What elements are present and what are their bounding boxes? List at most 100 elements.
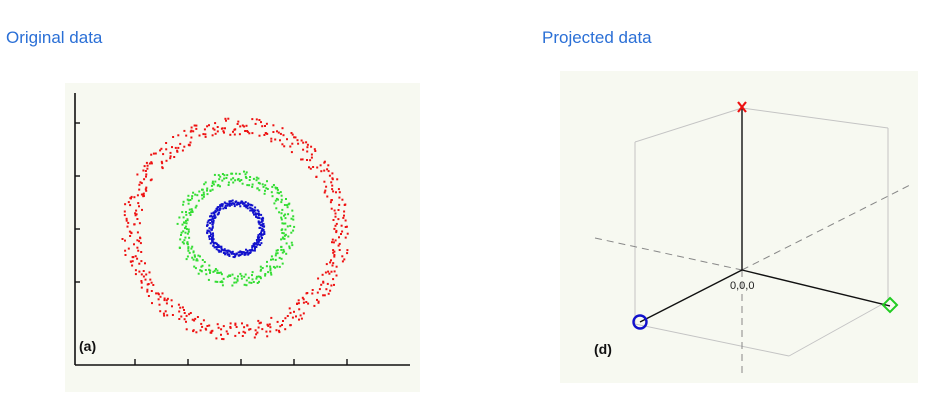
scatter-point	[188, 212, 191, 214]
scatter-point	[286, 206, 289, 209]
scatter-point	[272, 131, 275, 133]
scatter-point	[248, 281, 251, 284]
scatter-point	[338, 191, 341, 194]
scatter-point	[279, 132, 282, 135]
scatter-point	[255, 239, 258, 241]
scatter-point	[335, 231, 338, 234]
scatter-point	[220, 328, 223, 331]
scatter-point	[193, 124, 196, 127]
scatter-point	[258, 322, 261, 325]
scatter-point	[256, 282, 259, 284]
scatter-point	[253, 242, 256, 245]
scatter-point	[281, 143, 284, 146]
scatter-point	[280, 238, 283, 241]
scatter-point	[155, 292, 158, 295]
scatter-point	[228, 203, 231, 206]
scatter-point	[180, 315, 183, 318]
scatter-point	[323, 191, 326, 194]
scatter-point	[331, 241, 333, 244]
scatter-point	[131, 256, 134, 259]
scatter-point	[241, 182, 244, 185]
scatter-point	[248, 179, 251, 181]
scatter-point	[241, 322, 243, 325]
scatter-point	[215, 248, 218, 251]
scatter-point	[259, 224, 262, 227]
scatter-point	[286, 138, 288, 141]
scatter-point	[182, 203, 185, 206]
scatter-point	[195, 124, 198, 127]
scatter-point	[217, 206, 220, 208]
scatter-point	[207, 219, 210, 222]
scatter-point	[237, 178, 240, 180]
scatter-point	[243, 253, 246, 256]
scatter-point	[232, 177, 235, 180]
scatter-point	[258, 134, 261, 137]
scatter-point	[139, 236, 141, 239]
scatter-point	[263, 134, 266, 136]
scatter-point	[317, 300, 320, 303]
scatter-point	[138, 240, 141, 243]
scatter-point	[198, 190, 201, 193]
scatter-point	[259, 275, 262, 278]
scatter-point	[276, 249, 279, 252]
scatter-point	[275, 249, 278, 252]
scatter-point	[261, 328, 264, 331]
scatter-point	[267, 271, 270, 274]
scatter-point	[326, 168, 329, 171]
scatter-point	[272, 265, 275, 268]
scatter-point	[269, 330, 272, 333]
scatter-point	[278, 331, 281, 334]
scatter-point	[210, 331, 213, 334]
scatter-point	[191, 197, 193, 200]
scatter-point	[176, 149, 179, 152]
scatter-point	[212, 219, 215, 222]
scatter-point	[281, 232, 284, 234]
scatter-point	[146, 283, 149, 286]
scatter-point	[259, 239, 262, 241]
scatter-point	[210, 218, 213, 221]
scatter-point	[335, 191, 337, 194]
scatter-point	[333, 250, 336, 253]
scatter-point	[255, 242, 258, 245]
scatter-point	[144, 170, 147, 172]
scatter-point	[185, 314, 188, 317]
scatter-point	[218, 246, 220, 248]
scatter-point	[228, 250, 231, 253]
scatter-point	[161, 166, 164, 169]
scatter-point	[231, 199, 234, 202]
scatter-point	[292, 215, 295, 218]
scatter-point	[150, 290, 153, 292]
scatter-point	[321, 273, 324, 276]
scatter-point	[209, 242, 212, 245]
scatter-point	[257, 181, 260, 184]
scatter-point	[327, 170, 330, 173]
scatter-point	[280, 212, 283, 215]
scatter-point	[165, 299, 168, 302]
scatter-point	[256, 243, 259, 246]
scatter-point	[129, 204, 132, 207]
scatter-point	[162, 153, 165, 156]
scatter-point	[140, 251, 143, 253]
scatter-point	[189, 214, 192, 216]
scatter-point	[212, 244, 215, 247]
scatter-point	[211, 220, 213, 223]
scatter-point	[216, 272, 219, 274]
scatter-point	[284, 328, 287, 331]
scatter-point	[262, 185, 265, 188]
scatter-point	[332, 251, 335, 254]
scatter-point	[231, 202, 234, 205]
scatter-point	[335, 265, 338, 268]
scatter-point	[193, 254, 196, 257]
scatter-point	[140, 281, 143, 284]
scatter-point	[235, 281, 238, 284]
scatter-point	[241, 200, 244, 203]
scatter-point	[212, 221, 215, 224]
scatter-point	[219, 245, 222, 248]
scatter-point	[255, 216, 258, 218]
scatter-point	[194, 206, 197, 209]
scatter-point	[212, 183, 215, 186]
scatter-point	[186, 241, 189, 244]
scatter-point	[306, 150, 309, 153]
scatter-point	[202, 195, 205, 198]
scatter-point	[302, 301, 305, 304]
